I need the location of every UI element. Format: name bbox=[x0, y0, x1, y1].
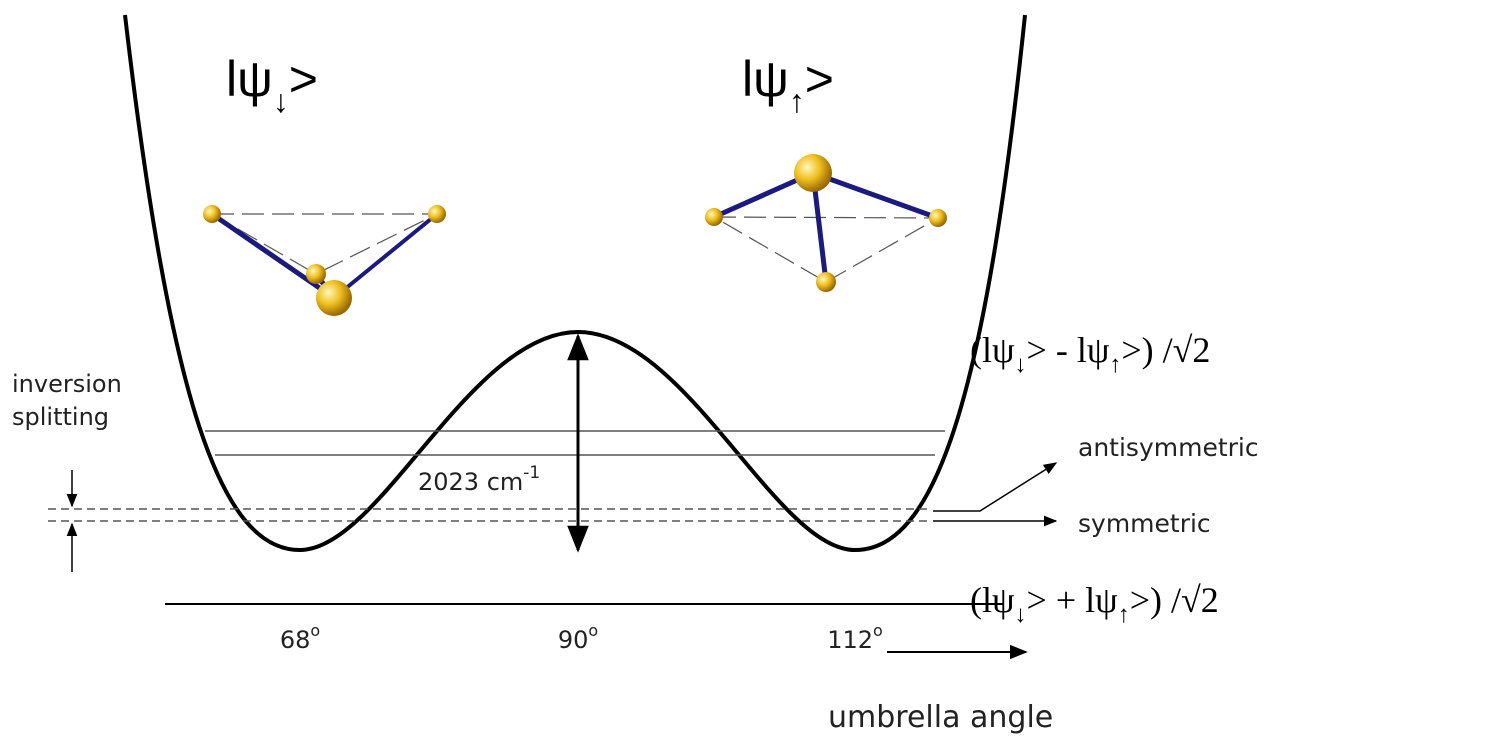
diagram: 2023 cm-1 inversion splitting antisymmet… bbox=[0, 0, 1496, 744]
molecule-up bbox=[705, 154, 947, 292]
text-part: > bbox=[805, 51, 834, 107]
text-part: (lψ bbox=[970, 330, 1015, 370]
text-part: ↓ bbox=[1015, 352, 1027, 378]
inversion-label: splitting bbox=[12, 403, 109, 431]
barrier-text: 2023 cm bbox=[418, 468, 523, 496]
axis-label: umbrella angle bbox=[828, 700, 1053, 735]
text-part: > - lψ bbox=[1027, 330, 1110, 370]
tick-label: 112o bbox=[827, 621, 883, 654]
superposition: (lψ↓> - lψ↑>) /√2 bbox=[970, 330, 1210, 378]
text-part: 90 bbox=[558, 626, 589, 654]
text-part: 68 bbox=[280, 626, 311, 654]
tick-label: 90o bbox=[558, 621, 598, 654]
level-label: antisymmetric bbox=[1078, 433, 1259, 462]
text-part: ↑ bbox=[1118, 602, 1130, 628]
text-part: >) /√2 bbox=[1121, 330, 1210, 370]
barrier-label: 2023 cm-1 bbox=[418, 463, 540, 496]
text-part: ↑ bbox=[1109, 352, 1121, 378]
text-part: ↑ bbox=[789, 83, 805, 119]
text-part: lψ bbox=[226, 51, 273, 107]
text-part: >) /√2 bbox=[1130, 580, 1219, 620]
text-part: lψ bbox=[742, 51, 789, 107]
text-part: o bbox=[873, 621, 883, 640]
text-part: ↓ bbox=[273, 83, 289, 119]
text-part: o bbox=[588, 621, 598, 640]
text-part: (lψ bbox=[970, 580, 1015, 620]
inversion-label: inversion bbox=[12, 370, 122, 398]
text-part: ↓ bbox=[1015, 602, 1027, 628]
molecule-down bbox=[203, 205, 446, 316]
state-label: lψ↓> bbox=[226, 51, 318, 119]
level-label: symmetric bbox=[1078, 509, 1211, 538]
text-part: > + lψ bbox=[1027, 580, 1119, 620]
text-part: o bbox=[310, 621, 320, 640]
text-part: > bbox=[289, 51, 318, 107]
barrier-sup: -1 bbox=[523, 463, 540, 483]
state-label: lψ↑> bbox=[742, 51, 834, 119]
text-part: 112 bbox=[827, 626, 873, 654]
tick-label: 68o bbox=[280, 621, 320, 654]
superposition: (lψ↓> + lψ↑>) /√2 bbox=[970, 580, 1219, 628]
level-arrow bbox=[933, 463, 1056, 511]
